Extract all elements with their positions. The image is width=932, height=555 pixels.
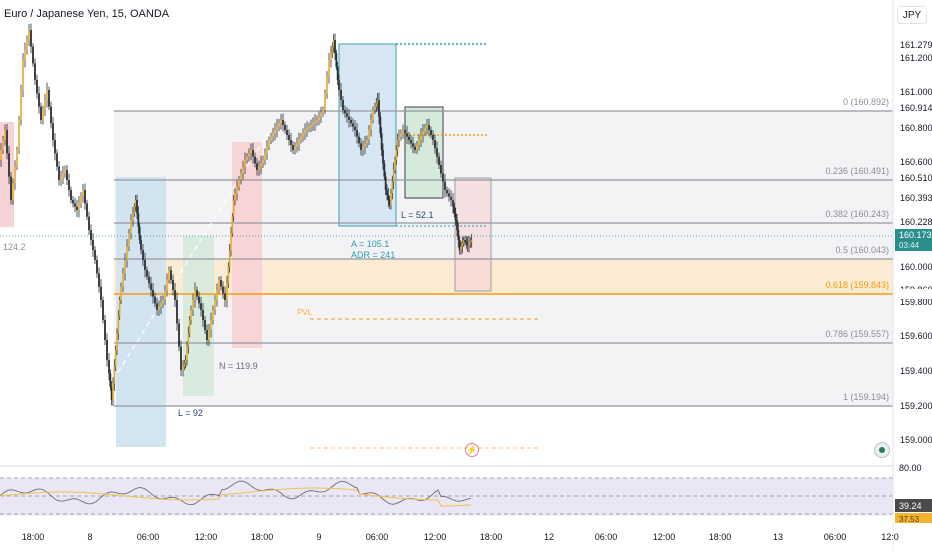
adr-label: ADR = 241 bbox=[351, 250, 395, 260]
time-axis-label: 06:00 bbox=[824, 532, 847, 542]
fib-level-label: 0.618 (159.843) bbox=[825, 280, 889, 290]
time-axis-label: 12:00 bbox=[424, 532, 447, 542]
current-price-value: 160.173 bbox=[899, 230, 932, 240]
symbol-title[interactable]: Euro / Japanese Yen, 15, OANDA bbox=[4, 8, 170, 20]
time-axis-label: 12 bbox=[544, 532, 554, 542]
time-axis-label: 12:00 bbox=[195, 532, 218, 542]
a-label: A = 105.1 bbox=[351, 239, 389, 249]
time-axis-labels: 18:00 8 06:00 12:00 18:00 9 06:00 12:00 18:00 12 0… bbox=[22, 532, 899, 542]
fib-618-badge bbox=[895, 289, 932, 299]
price-axis-label: 159.400 bbox=[900, 366, 932, 376]
currency-button[interactable]: JPY bbox=[897, 6, 927, 24]
fib-golden-zone bbox=[114, 259, 893, 294]
price-axis-label: 159.000 bbox=[900, 435, 932, 445]
session-zone-red-2[interactable] bbox=[454, 177, 492, 292]
time-axis-label: 18:00 bbox=[480, 532, 503, 542]
time-axis[interactable] bbox=[0, 515, 893, 550]
pvl-label: PVL bbox=[297, 308, 313, 317]
countdown-value: 03:44 bbox=[899, 241, 920, 250]
price-axis-label: 160.510 bbox=[900, 173, 932, 183]
fib-level-label: 0.236 (160.491) bbox=[825, 166, 889, 176]
candles bbox=[0, 23, 473, 406]
price-axis-label: 160.800 bbox=[900, 123, 932, 133]
fib-level-label: 0 (160.892) bbox=[843, 97, 889, 107]
rsi-value: 39.24 bbox=[899, 501, 922, 511]
session-zone-blue-1 bbox=[116, 177, 166, 447]
rsi-value-badge bbox=[895, 499, 932, 512]
rsi-secondary-value: 37.53 bbox=[899, 515, 920, 524]
n-label: N = 119.9 bbox=[219, 361, 258, 371]
session-zone-green-1 bbox=[183, 236, 214, 396]
fib-level-label: 0.382 (160.243) bbox=[825, 209, 889, 219]
time-axis-label: 12:00 bbox=[653, 532, 676, 542]
price-axis-label: 160.393 bbox=[900, 193, 932, 203]
rsi-upper-label: 80.00 bbox=[899, 463, 922, 473]
rsi-line bbox=[0, 480, 472, 506]
price-axis-label: 159.800 bbox=[900, 297, 932, 307]
price-axis-label: 160.914 bbox=[900, 103, 932, 113]
price-axis-label: 159.200 bbox=[900, 401, 932, 411]
price-axis-label: 160.000 bbox=[900, 262, 932, 272]
fib-lines bbox=[114, 110, 893, 407]
price-axis-label: 161.279 bbox=[900, 40, 932, 50]
price-axis-label: 160.600 bbox=[900, 157, 932, 167]
rsi-secondary-badge bbox=[895, 513, 932, 523]
lightning-alert-icon[interactable]: ⚡ bbox=[465, 443, 479, 457]
price-axis[interactable] bbox=[893, 0, 932, 515]
fib-level-label: 0.786 (159.557) bbox=[825, 329, 889, 339]
price-axis-label: 159.600 bbox=[900, 331, 932, 341]
time-axis-label: 18:00 bbox=[251, 532, 274, 542]
time-axis-label: 06:00 bbox=[366, 532, 389, 542]
current-price-badge bbox=[895, 229, 932, 251]
price-axis-label: 160.228 bbox=[900, 217, 932, 227]
left-value-label: 124.2 bbox=[3, 242, 26, 252]
time-axis-label: 12:0 bbox=[881, 532, 899, 542]
price-axis-label: 161.000 bbox=[900, 87, 932, 97]
live-status-icon[interactable] bbox=[874, 442, 890, 458]
fib-labels: 0 (160.892) 0.236 (160.491) 0.382 (160.243… bbox=[825, 97, 889, 402]
rsi-ma-line bbox=[0, 487, 472, 507]
time-axis-label: 8 bbox=[87, 532, 92, 542]
l-label-1: L = 92 bbox=[178, 408, 203, 418]
time-axis-label: 18:00 bbox=[22, 532, 45, 542]
l-label-2: L = 52.1 bbox=[401, 210, 433, 220]
time-axis-label: 18:00 bbox=[709, 532, 732, 542]
fib-level-label: 1 (159.194) bbox=[843, 392, 889, 402]
time-axis-label: 06:00 bbox=[137, 532, 160, 542]
time-axis-label: 06:00 bbox=[595, 532, 618, 542]
time-axis-label: 9 bbox=[316, 532, 321, 542]
time-axis-label: 13 bbox=[773, 532, 783, 542]
fib-level-label: 0.5 (160.043) bbox=[835, 245, 889, 255]
session-zone-blue-2[interactable] bbox=[338, 43, 397, 227]
session-zone-red-1 bbox=[232, 142, 262, 348]
price-axis-label: 161.200 bbox=[900, 53, 932, 63]
